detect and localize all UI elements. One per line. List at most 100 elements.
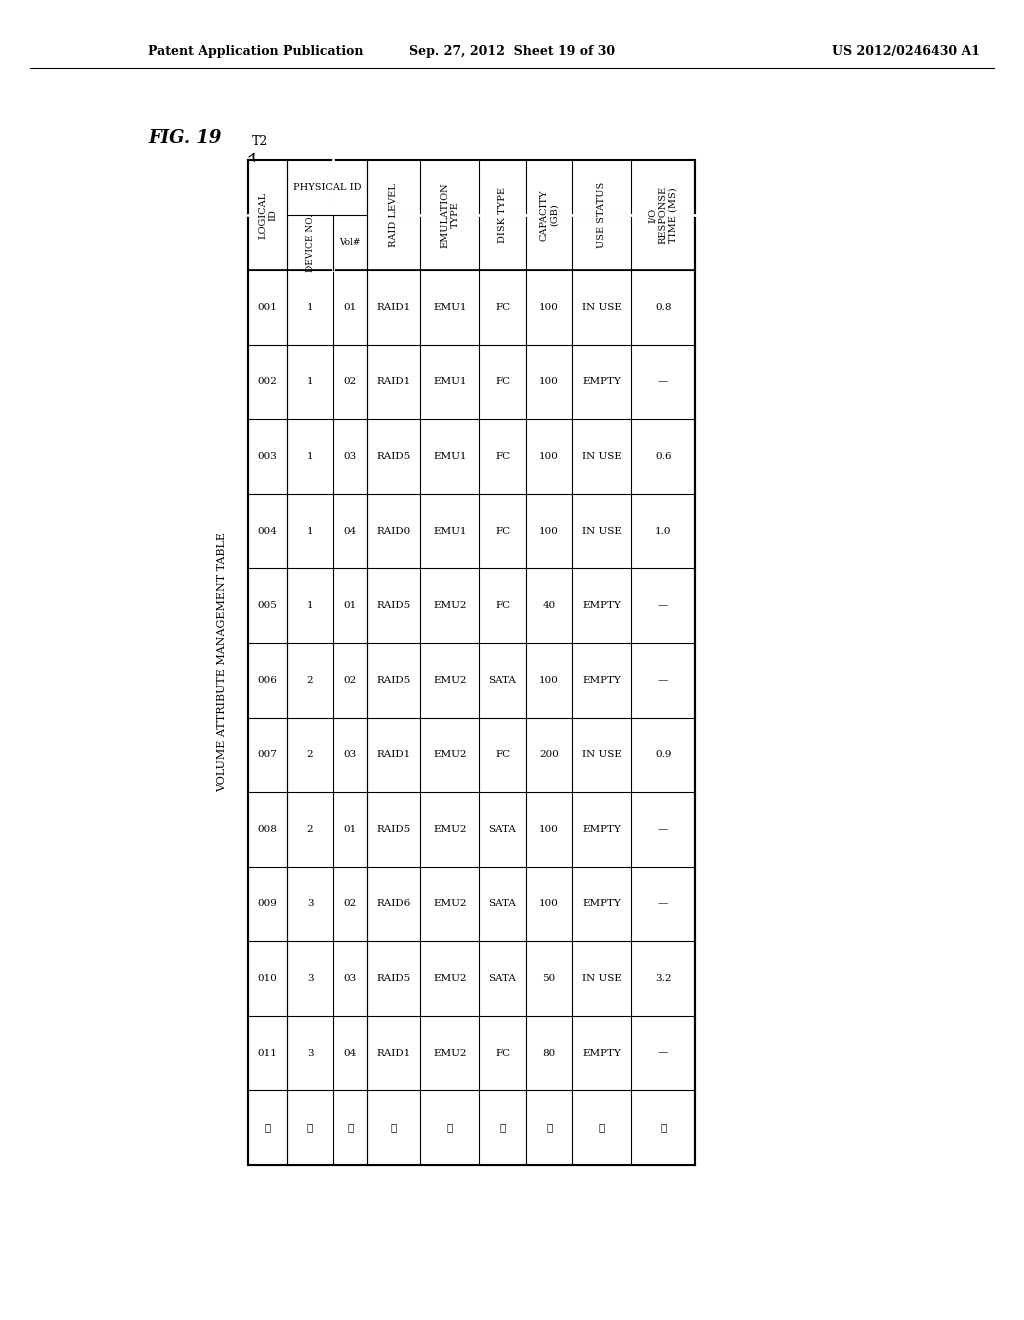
Text: 50: 50 bbox=[543, 974, 556, 983]
Text: RAID LEVEL: RAID LEVEL bbox=[389, 183, 398, 247]
Text: 002: 002 bbox=[258, 378, 278, 387]
Text: EMU1: EMU1 bbox=[433, 302, 467, 312]
Text: EMU2: EMU2 bbox=[433, 974, 467, 983]
Text: 3.2: 3.2 bbox=[655, 974, 672, 983]
Text: —: — bbox=[658, 378, 669, 387]
Text: FC: FC bbox=[495, 378, 510, 387]
Bar bbox=[248, 160, 695, 1166]
Text: 200: 200 bbox=[540, 750, 559, 759]
Text: EMPTY: EMPTY bbox=[583, 825, 622, 834]
Text: 0.9: 0.9 bbox=[655, 750, 672, 759]
Text: EMU2: EMU2 bbox=[433, 1048, 467, 1057]
Text: 003: 003 bbox=[258, 451, 278, 461]
Text: RAID5: RAID5 bbox=[377, 676, 411, 685]
Text: 40: 40 bbox=[543, 601, 556, 610]
Text: —: — bbox=[658, 676, 669, 685]
Text: RAID5: RAID5 bbox=[377, 974, 411, 983]
Text: VOLUME ATTRIBUTE MANAGEMENT TABLE: VOLUME ATTRIBUTE MANAGEMENT TABLE bbox=[217, 532, 227, 792]
Text: RAID5: RAID5 bbox=[377, 451, 411, 461]
Text: EMU1: EMU1 bbox=[433, 527, 467, 536]
Text: RAID5: RAID5 bbox=[377, 825, 411, 834]
Text: RAID5: RAID5 bbox=[377, 601, 411, 610]
Text: EMU2: EMU2 bbox=[433, 899, 467, 908]
Text: 100: 100 bbox=[540, 899, 559, 908]
Text: FC: FC bbox=[495, 601, 510, 610]
Text: 1: 1 bbox=[307, 601, 313, 610]
Text: 010: 010 bbox=[258, 974, 278, 983]
Text: FC: FC bbox=[495, 1048, 510, 1057]
Text: EMU1: EMU1 bbox=[433, 378, 467, 387]
Text: 01: 01 bbox=[343, 302, 356, 312]
Text: 2: 2 bbox=[307, 825, 313, 834]
Text: —: — bbox=[658, 825, 669, 834]
Text: ⋯: ⋯ bbox=[500, 1123, 506, 1133]
Text: 03: 03 bbox=[343, 750, 356, 759]
Text: 04: 04 bbox=[343, 1048, 356, 1057]
Text: ⋯: ⋯ bbox=[599, 1123, 605, 1133]
Text: US 2012/0246430 A1: US 2012/0246430 A1 bbox=[831, 45, 980, 58]
Text: 80: 80 bbox=[543, 1048, 556, 1057]
Text: USE STATUS: USE STATUS bbox=[597, 182, 606, 248]
Text: 3: 3 bbox=[307, 1048, 313, 1057]
Text: IN USE: IN USE bbox=[582, 527, 622, 536]
Text: FIG. 19: FIG. 19 bbox=[148, 129, 221, 147]
Text: 01: 01 bbox=[343, 825, 356, 834]
Text: EMPTY: EMPTY bbox=[583, 378, 622, 387]
Text: FC: FC bbox=[495, 302, 510, 312]
Text: Sep. 27, 2012  Sheet 19 of 30: Sep. 27, 2012 Sheet 19 of 30 bbox=[409, 45, 615, 58]
Text: PHYSICAL ID: PHYSICAL ID bbox=[293, 183, 361, 191]
Text: RAID1: RAID1 bbox=[377, 750, 411, 759]
Text: 007: 007 bbox=[258, 750, 278, 759]
Text: 1.0: 1.0 bbox=[655, 527, 672, 536]
Text: —: — bbox=[658, 899, 669, 908]
Text: 03: 03 bbox=[343, 451, 356, 461]
Text: ⋯: ⋯ bbox=[264, 1123, 270, 1133]
Text: RAID6: RAID6 bbox=[377, 899, 411, 908]
Text: ⋯: ⋯ bbox=[307, 1123, 313, 1133]
Text: SATA: SATA bbox=[488, 974, 516, 983]
Text: 2: 2 bbox=[307, 750, 313, 759]
Text: 3: 3 bbox=[307, 899, 313, 908]
Text: 006: 006 bbox=[258, 676, 278, 685]
Text: 1: 1 bbox=[307, 378, 313, 387]
Text: EMPTY: EMPTY bbox=[583, 899, 622, 908]
Text: DISK TYPE: DISK TYPE bbox=[498, 187, 507, 243]
Text: Vol#: Vol# bbox=[340, 238, 360, 247]
Text: 02: 02 bbox=[343, 899, 356, 908]
Text: EMPTY: EMPTY bbox=[583, 676, 622, 685]
Text: 100: 100 bbox=[540, 676, 559, 685]
Text: EMU2: EMU2 bbox=[433, 601, 467, 610]
Text: 1: 1 bbox=[307, 527, 313, 536]
Text: IN USE: IN USE bbox=[582, 302, 622, 312]
Text: I/O
RESPONSE
TIME (MS): I/O RESPONSE TIME (MS) bbox=[648, 186, 678, 244]
Text: 009: 009 bbox=[258, 899, 278, 908]
Text: T2: T2 bbox=[252, 135, 268, 148]
Text: 100: 100 bbox=[540, 451, 559, 461]
Text: 02: 02 bbox=[343, 378, 356, 387]
Text: CAPACITY
(GB): CAPACITY (GB) bbox=[540, 189, 559, 240]
Text: SATA: SATA bbox=[488, 676, 516, 685]
Text: 008: 008 bbox=[258, 825, 278, 834]
Text: EMPTY: EMPTY bbox=[583, 601, 622, 610]
Text: 100: 100 bbox=[540, 302, 559, 312]
Text: LOGICAL
ID: LOGICAL ID bbox=[258, 191, 278, 239]
Text: ⋯: ⋯ bbox=[446, 1123, 453, 1133]
Text: —: — bbox=[658, 1048, 669, 1057]
Text: FC: FC bbox=[495, 527, 510, 536]
Text: 100: 100 bbox=[540, 825, 559, 834]
Text: ⋯: ⋯ bbox=[347, 1123, 353, 1133]
Text: ⋯: ⋯ bbox=[546, 1123, 552, 1133]
Text: IN USE: IN USE bbox=[582, 750, 622, 759]
Text: 01: 01 bbox=[343, 601, 356, 610]
Text: 03: 03 bbox=[343, 974, 356, 983]
Text: 100: 100 bbox=[540, 378, 559, 387]
Text: FC: FC bbox=[495, 750, 510, 759]
Text: IN USE: IN USE bbox=[582, 974, 622, 983]
Text: 0.6: 0.6 bbox=[655, 451, 672, 461]
Text: DEVICE NO.: DEVICE NO. bbox=[305, 214, 314, 272]
Text: RAID1: RAID1 bbox=[377, 1048, 411, 1057]
Text: 2: 2 bbox=[307, 676, 313, 685]
Text: 02: 02 bbox=[343, 676, 356, 685]
Text: ⋯: ⋯ bbox=[391, 1123, 397, 1133]
Text: RAID0: RAID0 bbox=[377, 527, 411, 536]
